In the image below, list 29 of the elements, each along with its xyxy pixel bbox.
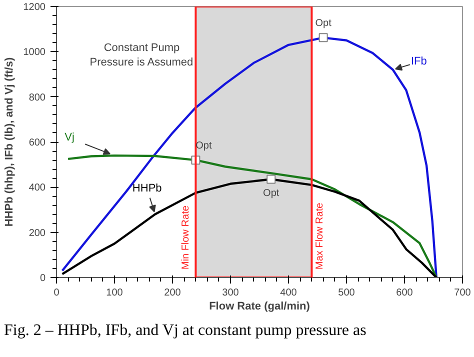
x-tick-label: 300: [222, 288, 240, 298]
x-tick-label: 0: [54, 288, 60, 298]
x-tick-label: 200: [164, 288, 182, 298]
y-tick-label: 0: [40, 273, 46, 284]
y-tick-label: 200: [28, 228, 46, 239]
x-tick-label: 500: [338, 288, 356, 298]
point: [266, 174, 276, 184]
line-series: [67, 154, 438, 278]
x-tick-label: 700: [454, 288, 472, 298]
x-tick-label: 400: [280, 288, 298, 298]
point: [318, 33, 328, 42]
x-axis-title: Flow Rate (gal/min): [209, 300, 310, 312]
annotation: Constant Pump Pressure is Assumed: [90, 42, 194, 68]
annotation: Opt: [315, 18, 332, 30]
series-label: IFb: [410, 56, 427, 68]
ref-line-label: Max Flow Rate: [314, 202, 326, 270]
caption: Fig. 2 – HHPb, IFb, and Vj at constant pump pressure as: [4, 321, 366, 341]
x-tick-label: 600: [396, 288, 414, 298]
series-label: Vj: [64, 132, 74, 144]
ref-line-label: Min Flow Rate: [180, 205, 192, 270]
y-tick-label: 1000: [23, 47, 46, 58]
y-tick-label: 1200: [23, 2, 46, 13]
annotation: Opt: [263, 188, 280, 199]
y-tick-label: 800: [28, 92, 46, 104]
y-tick-label: 400: [28, 182, 46, 194]
y-tick-label: 600: [28, 138, 46, 148]
x-tick-label: 100: [106, 288, 124, 298]
series-label: HHPb: [132, 182, 162, 194]
y-axis-title: HHPb (hhp), IFb (lb), and Vj (ft/s): [3, 57, 16, 227]
